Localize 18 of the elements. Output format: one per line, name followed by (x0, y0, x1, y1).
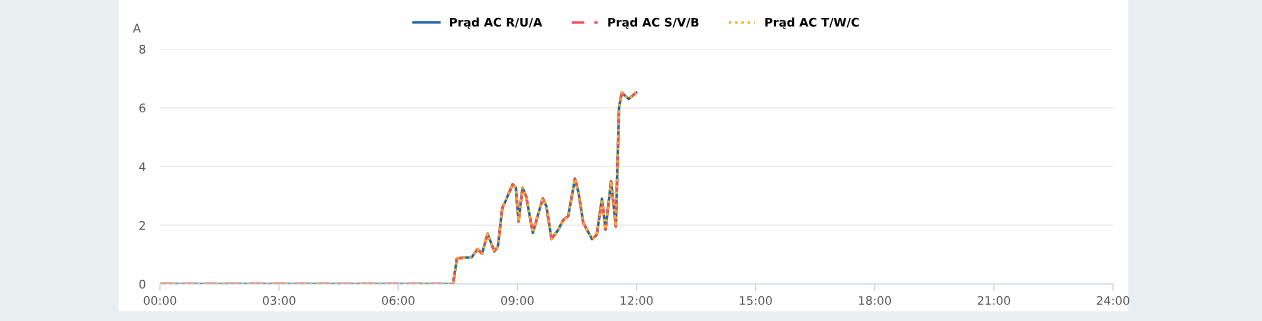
y-tick-label: 0 (139, 279, 146, 289)
y-axis-title: A (132, 23, 141, 33)
x-tick-label: 18:00 (859, 296, 891, 305)
legend-label: Prąd AC S/V/B (608, 17, 699, 29)
y-tick-label: 4 (139, 162, 146, 171)
x-tick-label: 12:00 (620, 296, 653, 305)
x-tick-label: 21:00 (977, 296, 1011, 305)
x-tick-label: 03:00 (262, 296, 296, 305)
x-tick-label: 09:00 (501, 296, 534, 305)
x-tick-label: 00:00 (143, 296, 177, 305)
y-tick-label: 6 (139, 103, 146, 113)
x-tick-label: 15:00 (739, 296, 772, 305)
legend-label: Prąd AC T/W/C (765, 17, 859, 29)
x-tick-label: 24:00 (1096, 296, 1130, 305)
x-tick-label: 06:00 (382, 296, 415, 305)
y-tick-label: 2 (139, 220, 145, 230)
legend-label: Prąd AC R/U/A (449, 17, 543, 29)
y-tick-label: 8 (139, 44, 146, 54)
